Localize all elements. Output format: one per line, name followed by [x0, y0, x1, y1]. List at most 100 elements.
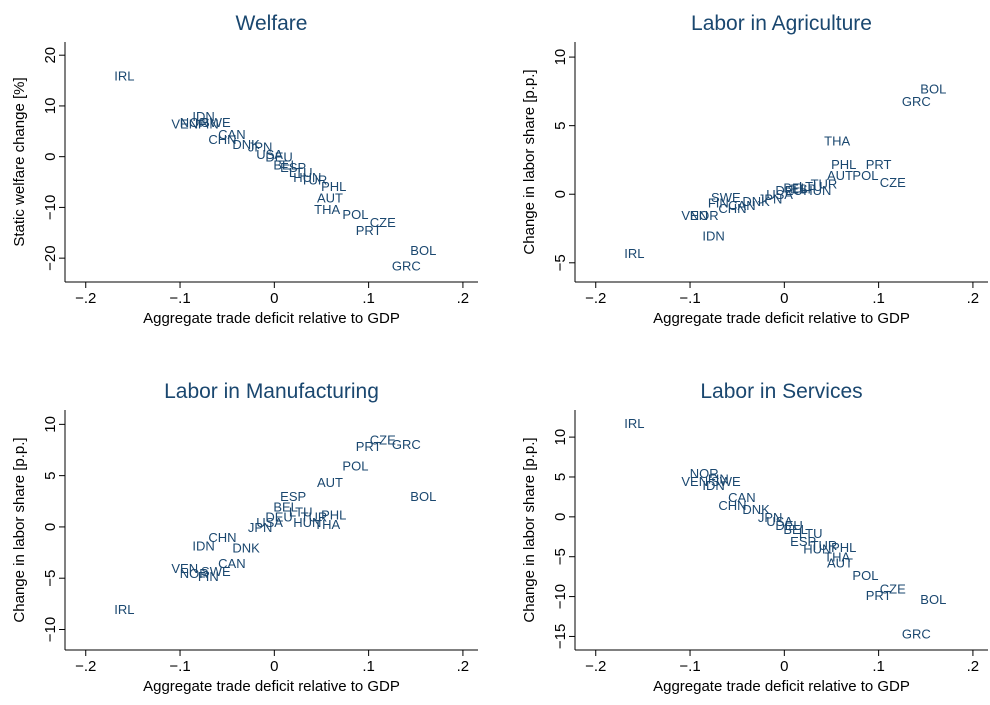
point-label: THA — [314, 517, 340, 532]
point-label: TUR — [301, 510, 328, 525]
point-label: IDN — [702, 478, 724, 493]
point-label: IRL — [114, 68, 134, 83]
panel: Labor in Agriculture −5 0 5 10 −.2 −.1 0 .1 .2 Agg… — [521, 12, 988, 327]
point-label: USA — [256, 515, 283, 530]
panel-title: Labor in Manufacturing — [164, 380, 379, 403]
y-tick-label: −10 — [552, 584, 569, 609]
point-label: BOL — [410, 489, 436, 504]
x-axis-label: Aggregate trade deficit relative to GDP — [143, 310, 400, 327]
point-label: CZE — [370, 215, 396, 230]
point-label: PHL — [321, 508, 346, 523]
point-label: IRL — [114, 602, 134, 617]
point-label: THA — [824, 550, 850, 565]
point-label: AUT — [827, 168, 853, 183]
point-label: CHN — [718, 498, 746, 513]
panel: Welfare −20 −10 0 10 20 −.2 −.1 0 .1 .2 Aggregate t… — [11, 12, 478, 327]
y-axis-label: Change in labor share [p.p.] — [11, 437, 28, 622]
point-label: SWE — [711, 190, 741, 205]
point-label: CAN — [728, 198, 755, 213]
point-label: BOL — [920, 592, 946, 607]
point-label: FIN — [708, 472, 729, 487]
point-label: USA — [256, 147, 283, 162]
point-label: NOR — [690, 466, 719, 481]
point-label: DNK — [232, 540, 260, 555]
point-label: BOL — [920, 82, 946, 97]
point-label: FIN — [198, 117, 219, 132]
x-tick-label: −.1 — [169, 290, 190, 307]
point-label: SWE — [201, 564, 231, 579]
x-tick-label: .2 — [967, 290, 980, 307]
point-label: THA — [314, 202, 340, 217]
x-tick-label: −.2 — [585, 290, 606, 307]
y-tick-label: −20 — [42, 245, 59, 270]
y-tick-label: −5 — [552, 548, 569, 565]
point-label: USA — [766, 514, 793, 529]
x-tick-label: 0 — [780, 658, 788, 675]
point-label: CHN — [208, 132, 236, 147]
panel-title: Labor in Services — [700, 380, 862, 403]
point-label: PRT — [356, 439, 382, 454]
point-label: ESP — [790, 182, 816, 197]
x-tick-label: .2 — [457, 658, 470, 675]
panel: Labor in Services −15 −10 −5 0 5 10 −.2 −.1 0 .1 .2… — [521, 380, 988, 695]
point-label: POL — [342, 207, 368, 222]
point-label: USA — [766, 187, 793, 202]
x-tick-label: .2 — [457, 290, 470, 307]
y-tick-label: 0 — [552, 513, 569, 521]
point-label: PRT — [866, 588, 892, 603]
panel-title: Labor in Agriculture — [691, 12, 872, 35]
point-label: AUT — [827, 555, 853, 570]
point-label: GRC — [902, 626, 931, 641]
point-label: DEU — [775, 183, 802, 198]
point-label: LTU — [289, 505, 313, 520]
x-tick-label: .1 — [362, 658, 375, 675]
point-label: CAN — [218, 127, 245, 142]
point-label: FIN — [708, 195, 729, 210]
point-label: CZE — [370, 433, 396, 448]
point-label: DNK — [742, 502, 770, 517]
x-tick-label: −.1 — [679, 290, 700, 307]
point-label: POL — [342, 458, 368, 473]
x-tick-label: −.1 — [169, 658, 190, 675]
point-label: POL — [852, 568, 878, 583]
point-label: ESP — [280, 489, 306, 504]
point-label: NOR — [180, 566, 209, 581]
y-axis-label: Change in labor share [p.p.] — [521, 69, 538, 254]
point-label: BEL — [783, 180, 808, 195]
point-label: VEN — [681, 474, 708, 489]
x-tick-label: 0 — [270, 658, 278, 675]
point-label: HUN — [803, 542, 831, 557]
point-label: IDN — [192, 109, 214, 124]
point-label: FIN — [198, 569, 219, 584]
y-tick-label: 5 — [552, 473, 569, 481]
point-label: DEU — [775, 518, 802, 533]
point-label: SWE — [711, 474, 741, 489]
point-label: HUN — [293, 170, 321, 185]
point-label: CHN — [718, 201, 746, 216]
point-label: IDN — [192, 538, 214, 553]
point-label: BEL — [783, 522, 808, 537]
y-tick-label: 0 — [552, 190, 569, 198]
x-tick-label: .2 — [967, 658, 980, 675]
point-label: PHL — [831, 540, 856, 555]
point-label: PRT — [356, 223, 382, 238]
y-tick-label: −10 — [42, 617, 59, 642]
point-label: TUR — [811, 538, 838, 553]
point-label: ESP — [790, 534, 816, 549]
y-tick-label: 5 — [42, 471, 59, 479]
point-label: LTU — [799, 179, 823, 194]
y-tick-label: 0 — [42, 523, 59, 531]
point-label: CAN — [728, 490, 755, 505]
y-tick-label: −5 — [552, 254, 569, 271]
point-label: IRL — [624, 246, 644, 261]
point-label: CZE — [880, 582, 906, 597]
y-tick-label: 0 — [42, 153, 59, 161]
point-label: DEU — [265, 510, 292, 525]
x-tick-label: −.1 — [679, 658, 700, 675]
y-tick-label: 10 — [42, 416, 59, 433]
x-tick-label: .1 — [362, 290, 375, 307]
point-label: DNK — [742, 194, 770, 209]
point-label: JPN — [758, 191, 783, 206]
point-label: JPN — [248, 520, 273, 535]
